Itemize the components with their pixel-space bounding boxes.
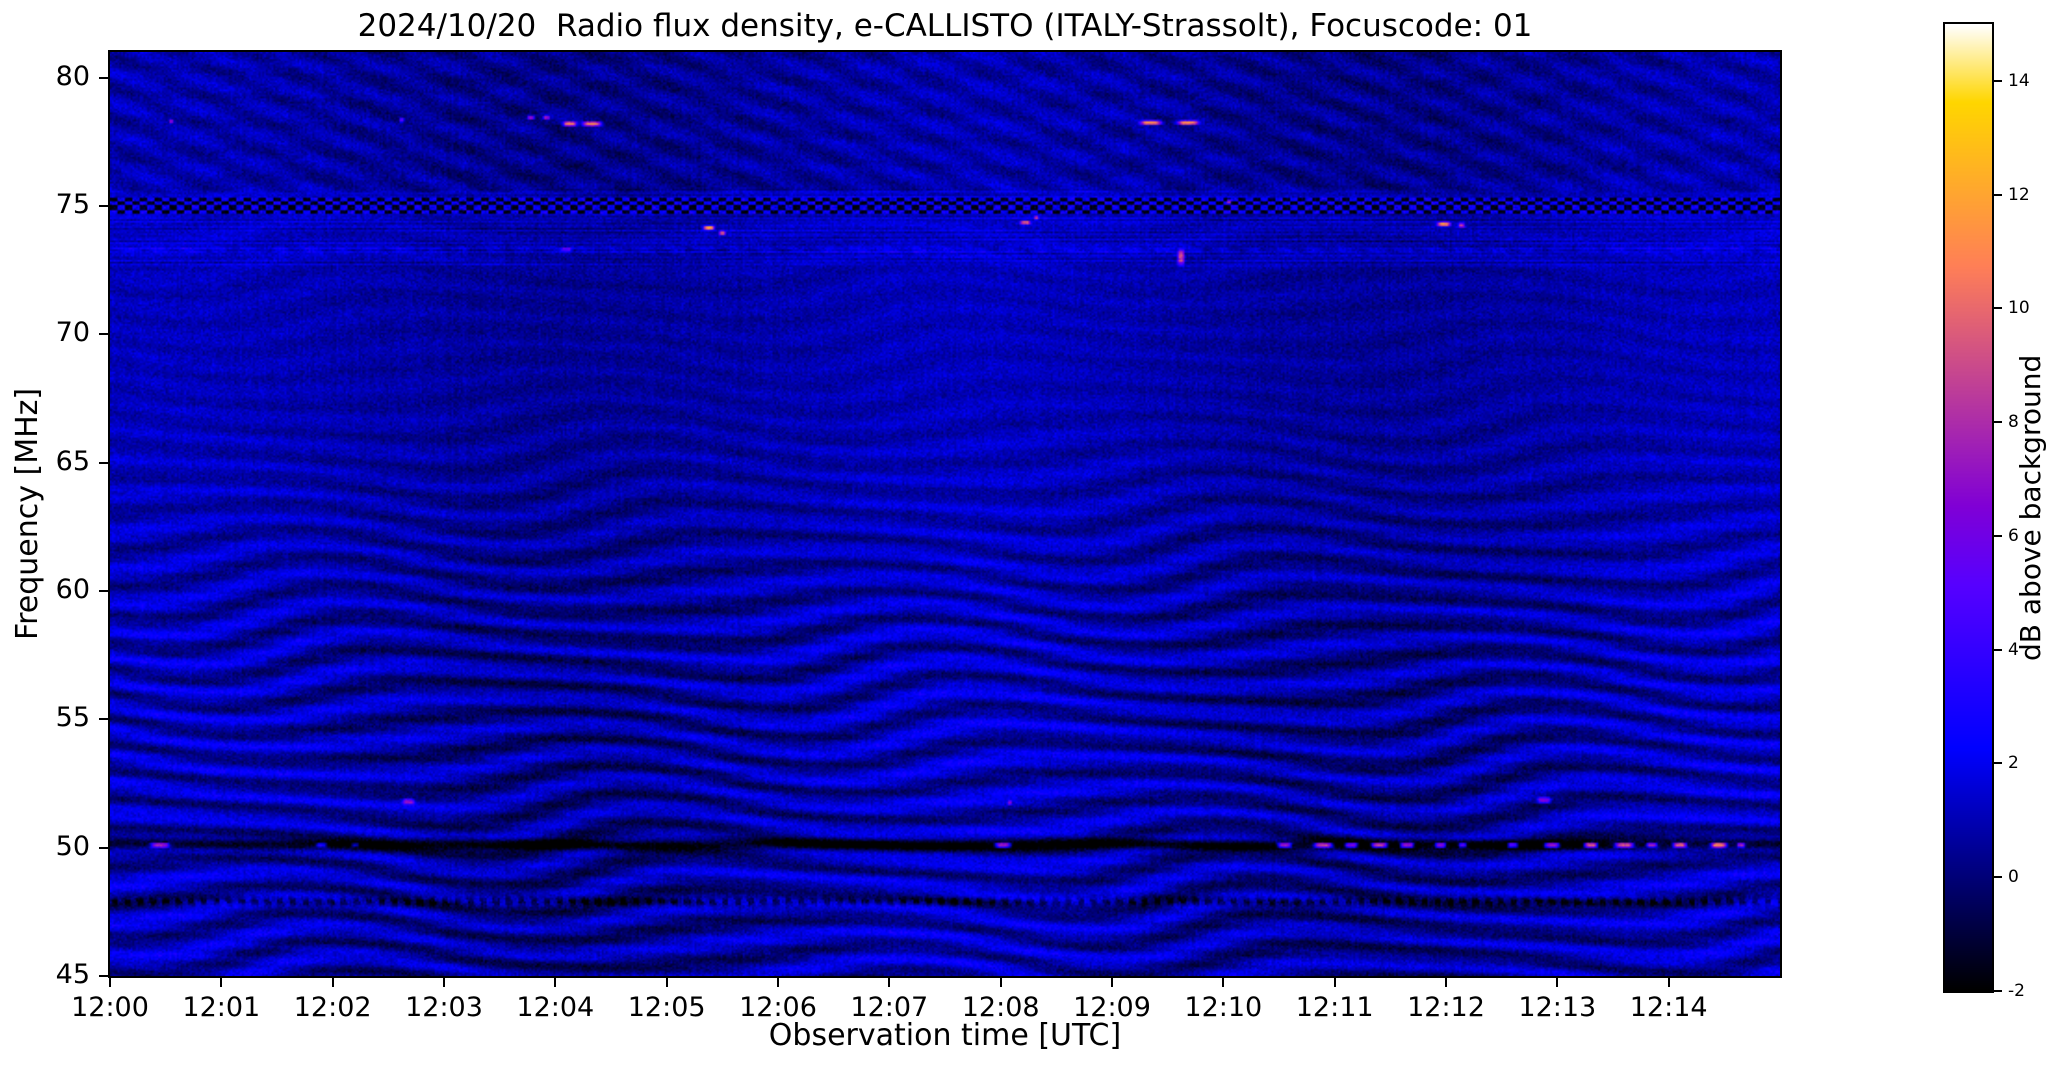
x-axis-label: Observation time [UTC]	[768, 1018, 1122, 1053]
x-tick-mark	[888, 978, 891, 987]
colorbar-tick-label: 12	[2008, 184, 2030, 205]
colorbar-tick-label: 6	[2008, 525, 2019, 546]
y-tick-label: 60	[55, 573, 90, 605]
colorbar	[1943, 22, 1994, 993]
x-tick-label: 12:09	[1073, 992, 1151, 1023]
y-tick-label: 70	[55, 317, 90, 349]
colorbar-tick-mark	[1994, 193, 2002, 196]
x-tick-label: 12:06	[739, 992, 817, 1023]
x-tick-mark	[109, 978, 111, 987]
plot-area	[108, 50, 1782, 978]
x-tick-mark	[443, 978, 445, 987]
y-tick-label: 65	[55, 445, 90, 477]
y-tick-label: 55	[55, 702, 90, 734]
colorbar-tick-mark	[1994, 79, 2002, 82]
colorbar-label: dB above background	[2014, 354, 2047, 661]
x-tick-mark	[1111, 978, 1113, 987]
x-tick-mark	[1333, 978, 1336, 987]
x-tick-label: 12:07	[850, 992, 929, 1023]
colorbar-tick-label: 2	[2008, 753, 2019, 774]
x-tick-mark	[777, 978, 779, 987]
colorbar-canvas	[1945, 24, 1992, 991]
y-tick-mark	[99, 846, 108, 849]
x-tick-label: 12:13	[1518, 992, 1597, 1023]
y-tick-label: 50	[55, 830, 90, 862]
colorbar-tick-mark	[1994, 307, 2002, 310]
colorbar-tick-label: 4	[2008, 639, 2019, 660]
y-tick-label: 45	[55, 958, 90, 990]
x-tick-mark	[331, 978, 334, 987]
x-tick-label: 12:04	[516, 992, 595, 1023]
y-tick-label: 75	[55, 188, 90, 220]
y-tick-mark	[99, 718, 108, 721]
x-tick-label: 12:05	[627, 992, 706, 1023]
chart-title: 2024/10/20 Radio flux density, e-CALLIST…	[357, 8, 1533, 44]
colorbar-tick-mark	[1994, 534, 2002, 537]
y-tick-mark	[99, 205, 108, 207]
colorbar-tick-label: -2	[2008, 981, 2025, 1001]
x-tick-label: 12:10	[1184, 992, 1263, 1023]
colorbar-tick-mark	[1994, 990, 2002, 992]
x-tick-mark	[999, 978, 1002, 987]
spectrogram-canvas	[110, 52, 1780, 976]
x-tick-label: 12:14	[1629, 992, 1708, 1023]
x-tick-label: 12:11	[1295, 992, 1374, 1023]
x-tick-mark	[1667, 978, 1670, 987]
y-tick-mark	[99, 76, 108, 79]
x-tick-label: 12:01	[182, 992, 261, 1023]
y-tick-mark	[99, 333, 108, 336]
y-tick-mark	[99, 975, 108, 977]
y-tick-label: 80	[55, 60, 90, 92]
x-tick-mark	[1556, 978, 1559, 987]
y-tick-mark	[99, 461, 108, 464]
x-tick-mark	[220, 978, 223, 987]
colorbar-tick-mark	[1994, 421, 2002, 424]
x-tick-label: 12:08	[961, 992, 1040, 1023]
x-tick-mark	[1445, 978, 1447, 987]
colorbar-tick-label: 8	[2008, 412, 2019, 433]
y-tick-mark	[99, 590, 108, 592]
x-tick-label: 12:02	[293, 992, 372, 1023]
x-tick-mark	[665, 978, 668, 987]
colorbar-tick-mark	[1994, 876, 2002, 879]
x-tick-mark	[554, 978, 557, 987]
x-tick-label: 12:12	[1407, 992, 1485, 1023]
colorbar-tick-mark	[1994, 648, 2002, 651]
x-tick-label: 12:03	[405, 992, 483, 1023]
x-tick-mark	[1222, 978, 1225, 987]
colorbar-tick-label: 0	[2008, 867, 2019, 888]
colorbar-tick-mark	[1994, 762, 2002, 765]
colorbar-tick-label: 14	[2008, 70, 2030, 91]
colorbar-tick-label: 10	[2008, 298, 2030, 319]
x-tick-label: 12:00	[71, 992, 149, 1023]
